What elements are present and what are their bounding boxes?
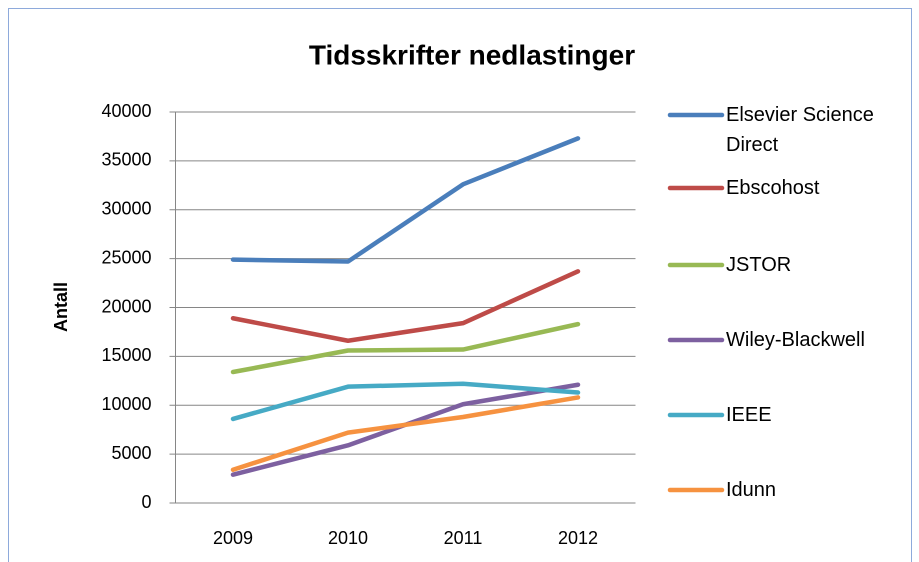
y-tick-label: 10000 [101,394,151,414]
series-line [230,381,581,422]
y-axis-label: Antall [51,282,71,332]
series-line [230,382,581,477]
series-line [230,321,581,375]
chart-title: Tidsskrifter nedlastinger [309,39,635,70]
legend-label: IEEE [726,404,772,426]
x-tick-label: 2010 [328,528,368,548]
series-line [230,136,581,264]
legend-label: Ebscohost [726,177,820,199]
y-tick-label: 5000 [111,443,151,463]
y-tick-label: 35000 [101,150,151,170]
series-line [230,269,581,343]
y-tick-label: 15000 [101,345,151,365]
x-tick-label: 2011 [444,528,483,548]
legend-label: Wiley-Blackwell [726,329,865,351]
y-tick-label: 25000 [101,247,151,267]
y-tick-label: 40000 [101,101,151,121]
x-tick-label: 2009 [213,528,253,548]
y-tick-label: 20000 [101,296,151,316]
x-tick-label: 2012 [558,528,598,548]
legend-label: Elsevier Science Direct [726,104,874,156]
chart-frame [8,8,912,562]
series-line [230,395,581,473]
legend-label: Idunn [726,479,777,501]
y-tick-label: 0 [141,492,151,512]
y-tick-label: 30000 [101,199,151,219]
legend-label: JSTOR [726,254,792,276]
